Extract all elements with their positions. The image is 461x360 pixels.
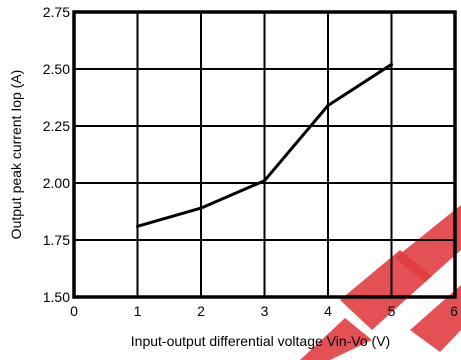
watermark-stripe <box>395 205 461 282</box>
x-tick-label: 4 <box>324 303 332 319</box>
y-tick-label: 2.75 <box>43 4 70 20</box>
x-tick-label: 1 <box>134 303 142 319</box>
x-tick-label: 5 <box>388 303 396 319</box>
x-tick-labels: 0 1 2 3 4 5 6 <box>70 303 458 319</box>
x-tick-label: 0 <box>70 303 78 319</box>
x-axis-label: Input-output differential voltage Vin-Vo… <box>131 333 390 349</box>
data-point <box>136 224 139 228</box>
y-tick-label: 2.00 <box>43 175 70 191</box>
watermark-stripes <box>300 205 461 360</box>
y-tick-label: 1.50 <box>43 289 70 305</box>
data-point <box>390 62 393 66</box>
plot-frame-layer <box>72 10 457 299</box>
watermark-stripe <box>410 285 461 352</box>
y-tick-label: 2.50 <box>43 61 70 77</box>
x-tick-label: 2 <box>197 303 205 319</box>
x-tick-label: 3 <box>261 303 269 319</box>
data-point <box>326 103 330 107</box>
x-tick-label: 6 <box>450 303 458 319</box>
grid-lines <box>74 12 455 297</box>
series-layer <box>136 62 393 228</box>
watermark-stripe <box>300 318 372 360</box>
y-axis-label: Output peak current Iop (A) <box>8 70 24 240</box>
plot-frame <box>72 10 457 299</box>
data-point <box>199 206 203 210</box>
watermark-stripe <box>340 250 432 330</box>
y-tick-label: 1.75 <box>43 232 70 248</box>
y-tick-labels: 1.50 1.75 2.00 2.25 2.50 2.75 <box>43 4 70 305</box>
data-point <box>263 179 266 183</box>
y-tick-label: 2.25 <box>43 118 70 134</box>
